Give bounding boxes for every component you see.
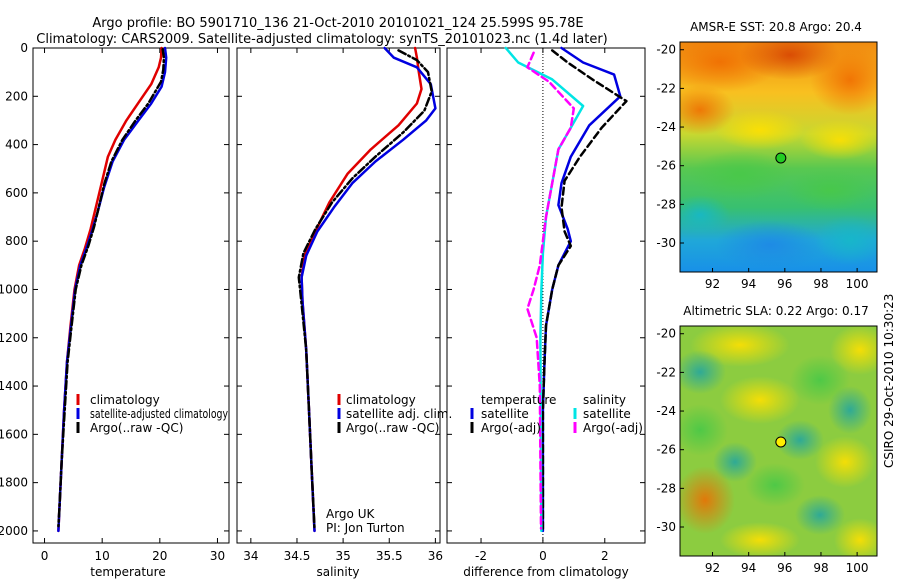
- map-x-tick-label: 96: [777, 561, 792, 575]
- map-x-tick-label: 98: [813, 277, 828, 291]
- y-tick-label: 1800: [0, 476, 28, 490]
- y-tick-label: 600: [5, 186, 28, 200]
- legend-label: satellite-adjusted climatology: [90, 407, 228, 421]
- temperature-axis-ticks: 0 10 20 30 0 200 400 600 800 1000 1200 1400 1600 1800…: [0, 41, 229, 563]
- x-tick-label: 34.5: [284, 549, 311, 563]
- legend-group-title: temperature: [481, 393, 556, 407]
- legend-label: satellite: [481, 407, 529, 421]
- y-tick-label: 800: [5, 234, 28, 248]
- map-x-tick-label: 92: [705, 561, 720, 575]
- y-tick-label: 2000: [0, 524, 28, 538]
- sla-map-axis-ticks: 92 94 96 98 100 -20 -22 -24 -26 -28 -30: [656, 327, 868, 575]
- map-y-tick-label: -26: [656, 443, 676, 457]
- map-y-tick-label: -24: [656, 120, 676, 134]
- map-y-tick-label: -24: [656, 404, 676, 418]
- series-line-argo-raw-qc: [57, 47, 166, 528]
- map-y-tick-label: -28: [656, 197, 676, 211]
- map-x-tick-label: 98: [813, 561, 828, 575]
- x-tick-label: 20: [152, 549, 167, 563]
- series-line-temperature-argo-adj: [541, 49, 628, 530]
- salinity-series-group: [297, 46, 437, 533]
- legend-label: Argo(-adj): [583, 421, 643, 435]
- salinity-panel-frame: [236, 47, 441, 544]
- figure-title-line1: Argo profile: BO 5901710_136 21-Oct-2010…: [92, 16, 583, 31]
- argo-float-position-marker: [775, 152, 787, 164]
- difference-legend: temperature satellite Argo(-adj) salinit…: [470, 393, 643, 435]
- side-timestamp-label: CSIRO 29-Oct-2010 10:30:23: [882, 294, 896, 468]
- x-tick-label: 30: [210, 549, 225, 563]
- argo-float-position-marker: [775, 436, 787, 448]
- salinity-axis-ticks: 34 34.5 35 35.5 36: [237, 47, 443, 563]
- temperature-legend: climatology satellite-adjusted climatolo…: [76, 393, 228, 435]
- x-tick-label: -2: [475, 549, 487, 563]
- difference-xlabel: difference from climatology: [463, 565, 629, 579]
- map-y-tick-label: -26: [656, 159, 676, 173]
- map-x-tick-label: 94: [741, 277, 756, 291]
- sla-map-frame: [679, 325, 878, 557]
- map-y-tick-label: -28: [656, 481, 676, 495]
- difference-series-group: [504, 46, 628, 533]
- map-y-tick-label: -20: [656, 43, 676, 57]
- y-tick-label: 200: [5, 89, 28, 103]
- x-tick-label: 34: [243, 549, 258, 563]
- x-tick-label: 35: [335, 549, 350, 563]
- x-tick-label: 2: [601, 549, 609, 563]
- map-x-tick-label: 96: [777, 277, 792, 291]
- sst-map-frame: [679, 41, 878, 273]
- x-tick-label: 0: [539, 549, 547, 563]
- map-x-tick-label: 100: [846, 561, 869, 575]
- legend-label: Argo(-adj): [481, 421, 541, 435]
- x-tick-label: 36: [428, 549, 443, 563]
- difference-panel-frame: [446, 47, 646, 544]
- legend-group-title: salinity: [583, 393, 626, 407]
- series-line-argo-raw-qc: [297, 49, 433, 530]
- temperature-series-group: [57, 46, 168, 533]
- legend-label: Argo(..raw -QC): [90, 421, 183, 435]
- legend-label: satellite adj. clim.: [346, 407, 452, 421]
- difference-axis-ticks: -2 0 2: [447, 47, 645, 563]
- sla-map-image: [680, 326, 877, 556]
- sst-map-image: [680, 42, 877, 272]
- float-pi-annotation: PI: Jon Turton: [326, 521, 405, 535]
- x-tick-label: 10: [95, 549, 110, 563]
- legend-label: climatology: [346, 393, 416, 407]
- y-tick-label: 1000: [0, 282, 28, 296]
- map-y-tick-label: -22: [656, 365, 676, 379]
- sla-map-title: Altimetric SLA: 0.22 Argo: 0.17: [683, 304, 868, 318]
- salinity-xlabel: salinity: [316, 565, 359, 579]
- x-tick-label: 0: [41, 549, 49, 563]
- series-line-salinity-argo-adj: [526, 51, 576, 530]
- map-y-tick-label: -20: [656, 327, 676, 341]
- y-tick-label: 400: [5, 138, 28, 152]
- legend-label: climatology: [90, 393, 160, 407]
- x-tick-label: 35.5: [376, 549, 403, 563]
- map-x-tick-label: 92: [705, 277, 720, 291]
- y-tick-label: 1400: [0, 379, 28, 393]
- float-owner-annotation: Argo UK: [326, 507, 375, 521]
- map-x-tick-label: 100: [846, 277, 869, 291]
- legend-label: satellite: [583, 407, 631, 421]
- legend-label: Argo(..raw -QC): [346, 421, 439, 435]
- map-x-tick-label: 94: [741, 561, 756, 575]
- salinity-legend: climatology satellite adj. clim. Argo(..…: [326, 393, 452, 535]
- figure-title-line2: Climatology: CARS2009. Satellite-adjuste…: [36, 32, 608, 47]
- map-y-tick-label: -30: [656, 236, 676, 250]
- map-y-tick-label: -30: [656, 520, 676, 534]
- y-tick-label: 1600: [0, 427, 28, 441]
- sst-map-title: AMSR-E SST: 20.8 Argo: 20.4: [690, 20, 862, 34]
- temperature-xlabel: temperature: [90, 565, 165, 579]
- map-y-tick-label: -22: [656, 81, 676, 95]
- y-tick-label: 1200: [0, 331, 28, 345]
- sst-map-axis-ticks: 92 94 96 98 100 -20 -22 -24 -26 -28 -30: [656, 43, 868, 291]
- y-tick-label: 0: [20, 41, 28, 55]
